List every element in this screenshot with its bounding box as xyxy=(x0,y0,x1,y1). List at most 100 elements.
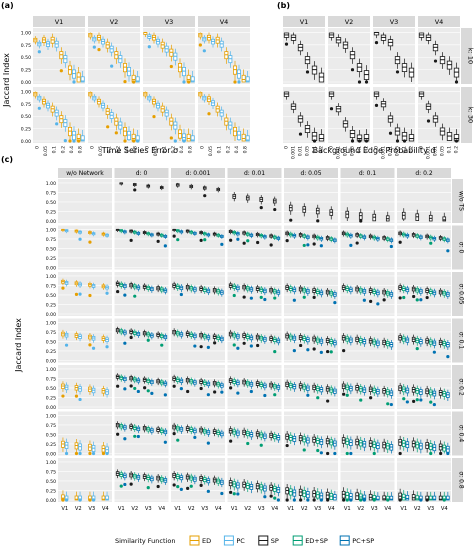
panel-c-box-outlier xyxy=(61,286,65,290)
panel-c-facet: σ: 0.05 xyxy=(397,272,465,316)
panel-a-box-box xyxy=(190,76,195,83)
panel-c-box-outlier xyxy=(186,486,190,490)
legend-item: PC+SP xyxy=(339,535,374,546)
y-tick-label: 0.00 xyxy=(46,498,56,504)
facet-row-label: σ: 0 xyxy=(458,242,465,254)
panel-a-box-outlier xyxy=(182,139,186,143)
panel-c-box-outlier xyxy=(232,492,236,496)
panel-a-box-outlier xyxy=(147,45,151,49)
panel-c-box-outlier xyxy=(78,451,82,456)
panel-c-box-outlier xyxy=(256,343,260,348)
panel-c-box-outlier xyxy=(415,298,419,302)
x-tick-label: 0.8 xyxy=(78,146,84,153)
panel-c-box-outlier xyxy=(362,298,366,302)
panel-b-box-outlier xyxy=(388,131,393,135)
legend-item: SP xyxy=(258,535,279,546)
panel-c-box-outlier xyxy=(419,498,423,502)
panel-c-facet xyxy=(227,272,282,316)
panel-c-box-outlier xyxy=(236,492,240,496)
y-tick-label: 0.00 xyxy=(46,405,56,411)
panel-b-box-outlier xyxy=(357,139,362,143)
panel-c-box-outlier xyxy=(172,234,176,238)
panel-c-box-outlier xyxy=(302,243,306,248)
panel-b-box-outlier xyxy=(454,139,459,143)
panel-a-box-outlier xyxy=(72,139,76,143)
panel-c-facet xyxy=(227,365,282,409)
panel-c-box-outlier xyxy=(163,393,167,397)
facet-background xyxy=(227,272,282,316)
panel-c-box-outlier xyxy=(326,399,330,403)
x-tick-label: V4 xyxy=(441,506,449,512)
panel-c-box-outlier xyxy=(123,341,127,345)
panel-b-facet: k: 30 0 0.001 0.01 0.05 0.1 0.2 xyxy=(418,87,474,159)
panel-c-box-outlier xyxy=(88,240,92,244)
x-tick-label: 0.05 xyxy=(153,146,159,156)
panel-c-box-outlier xyxy=(229,238,233,242)
facet-background xyxy=(418,28,460,84)
facet-background xyxy=(397,225,451,270)
panel-c-box-box xyxy=(438,495,443,501)
panel-c-facet xyxy=(284,272,338,316)
panel-b-box-outlier xyxy=(374,41,379,45)
panel-a-box-outlier xyxy=(169,64,173,69)
panel-c-facet: 0.00 0.25 0.50 0.75 1.00 xyxy=(46,365,112,411)
panel-c-box-outlier xyxy=(116,384,120,388)
facet-strip xyxy=(143,16,195,27)
x-tick-label: 0.8 xyxy=(133,146,139,153)
panel-c-box-outlier xyxy=(179,386,183,391)
facet-row-label: σ: 0.05 xyxy=(458,283,465,304)
x-tick-label: V2 xyxy=(75,506,82,512)
panel-a-box-box xyxy=(245,135,250,142)
panel-a-box-box xyxy=(245,76,250,83)
panel-c-box-outlier xyxy=(176,238,180,242)
panel-c-box-outlier xyxy=(172,483,176,487)
panel-c-box-outlier xyxy=(199,386,203,391)
panel-c-box-outlier xyxy=(273,496,277,500)
panel-c-box-outlier xyxy=(199,345,203,349)
x-tick-label: 0.1 xyxy=(312,146,318,153)
panel-c-box-outlier xyxy=(302,448,306,452)
panel-b-facet: 0 0.001 0.01 0.05 0.1 0.2 xyxy=(373,87,415,159)
x-tick-label: V4 xyxy=(271,506,279,512)
panel-c-box-outlier xyxy=(389,244,393,249)
panel-c-box-outlier xyxy=(123,482,127,487)
facet-row-strip xyxy=(452,272,463,316)
panel-c-box-outlier xyxy=(206,393,210,397)
panel-c-box-outlier xyxy=(386,402,390,406)
panel-c-facet: σ: 0.1 xyxy=(397,318,465,363)
panel-c-box-outlier xyxy=(78,237,82,241)
x-tick-label: V3 xyxy=(427,506,434,512)
panel-c-facet: w/o Network 0.00 0.25 0.50 0.75 1.00 xyxy=(46,168,112,225)
x-tick-label: V1 xyxy=(287,506,294,512)
facet-strip xyxy=(284,168,338,178)
panel-c-box-outlier xyxy=(345,393,349,397)
panel-c-facet xyxy=(171,318,225,363)
x-tick-label: 0.01 xyxy=(298,146,304,156)
panel-c-box-outlier xyxy=(249,389,253,394)
panel-c-box-outlier xyxy=(220,242,224,246)
panel-c-box-box xyxy=(382,495,386,501)
panel-c-facet xyxy=(340,411,395,456)
y-tick-label: 1.00 xyxy=(46,413,56,419)
facet-background xyxy=(198,28,250,84)
panel-c-box-outlier xyxy=(236,237,240,241)
panel-c-box-outlier xyxy=(213,390,217,394)
panel-c-box-outlier xyxy=(88,343,92,347)
panel-c-facet: d: 0.1 xyxy=(340,168,395,223)
facet-strip xyxy=(283,16,325,27)
panel-c-box-outlier xyxy=(289,218,293,222)
panel-a-facet: 0 0.05 0.1 0.2 0.4 0.8 xyxy=(88,87,140,156)
panel-c-box-outlier xyxy=(329,350,333,354)
panel-c-box-outlier xyxy=(412,294,416,299)
panel-c-facet xyxy=(114,272,169,316)
panel-c-box-outlier xyxy=(359,498,363,502)
panel-c-facet xyxy=(227,411,282,456)
facet-background xyxy=(373,28,415,84)
panel-c-facet xyxy=(171,365,225,409)
panel-c-box-outlier xyxy=(133,386,137,391)
panel-c-box-outlier xyxy=(402,295,406,300)
panel-c-box-outlier xyxy=(273,296,277,300)
panel-a-facet: 0 0.05 0.1 0.2 0.4 0.8 xyxy=(198,87,250,156)
facet-background xyxy=(283,87,325,143)
x-tick-label: 0.01 xyxy=(433,146,439,156)
